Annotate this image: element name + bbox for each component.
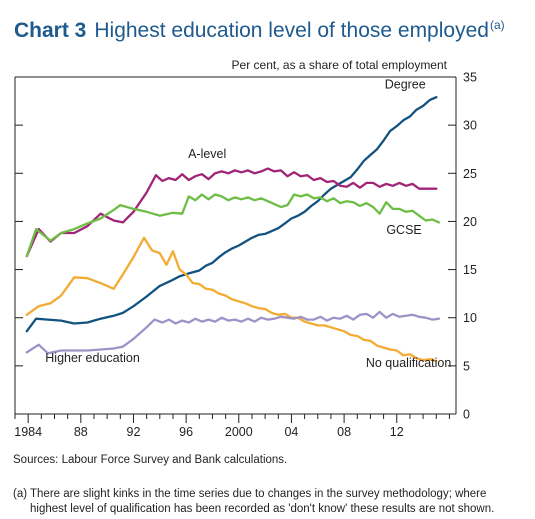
- series-line-higher-education: [25, 310, 441, 355]
- x-tick-label: 88: [74, 425, 88, 439]
- y-tick-label: 10: [463, 311, 477, 325]
- x-tick-label: 08: [337, 425, 351, 439]
- x-tick-label: 2000: [225, 425, 253, 439]
- series-label-a-level: A-level: [188, 147, 226, 161]
- unit-label: Per cent, as a share of total employment: [231, 58, 447, 72]
- series-label-degree: Degree: [385, 78, 426, 92]
- series-label-higher-education: Higher education: [45, 351, 140, 365]
- x-tick-label: 04: [284, 425, 298, 439]
- footnote-line-2: highest level of qualification has been …: [30, 503, 495, 515]
- y-tick-label: 25: [463, 167, 477, 181]
- x-tick-label: 96: [179, 425, 193, 439]
- x-tick-label: 12: [390, 425, 404, 439]
- series-label-no-qualification: No qualification: [366, 356, 452, 370]
- chart-title-text: Highest education level of those employe…: [94, 19, 489, 42]
- y-tick-label: 30: [463, 119, 477, 133]
- y-tick-label: 15: [463, 263, 477, 277]
- chart-number: Chart 3: [14, 19, 87, 42]
- footnote: (a) There are slight kinks in the time se…: [13, 487, 533, 517]
- series-label-gcse: GCSE: [386, 223, 421, 237]
- series-line-gcse: [25, 193, 441, 258]
- chart-axes: 0 5 10 15 20 25 30 35 1984 88 92 96 2000 04 08 12: [14, 71, 477, 440]
- y-tick-label: 5: [463, 359, 470, 373]
- series-line-degree: [25, 96, 438, 333]
- x-tick-label: 1984: [14, 425, 42, 439]
- y-tick-label: 0: [463, 408, 470, 422]
- series-line-a-level: [25, 167, 438, 258]
- x-tick-label: 92: [127, 425, 141, 439]
- chart-annotations: Degree A-level GCSE No qualification Higher …: [45, 78, 451, 370]
- y-tick-label: 20: [463, 215, 477, 229]
- chart-series: [25, 96, 441, 363]
- footnote-marker: (a): [13, 488, 28, 500]
- title-footnote-marker: (a): [489, 18, 505, 32]
- y-tick-label: 35: [463, 71, 477, 85]
- sources-note: Sources: Labour Force Survey and Bank ca…: [13, 454, 288, 466]
- series-line-no-qualification: [25, 236, 438, 363]
- chart-title: Chart 3 Highest education level of those …: [14, 18, 505, 43]
- footnote-line-1: There are slight kinks in the time serie…: [30, 488, 487, 500]
